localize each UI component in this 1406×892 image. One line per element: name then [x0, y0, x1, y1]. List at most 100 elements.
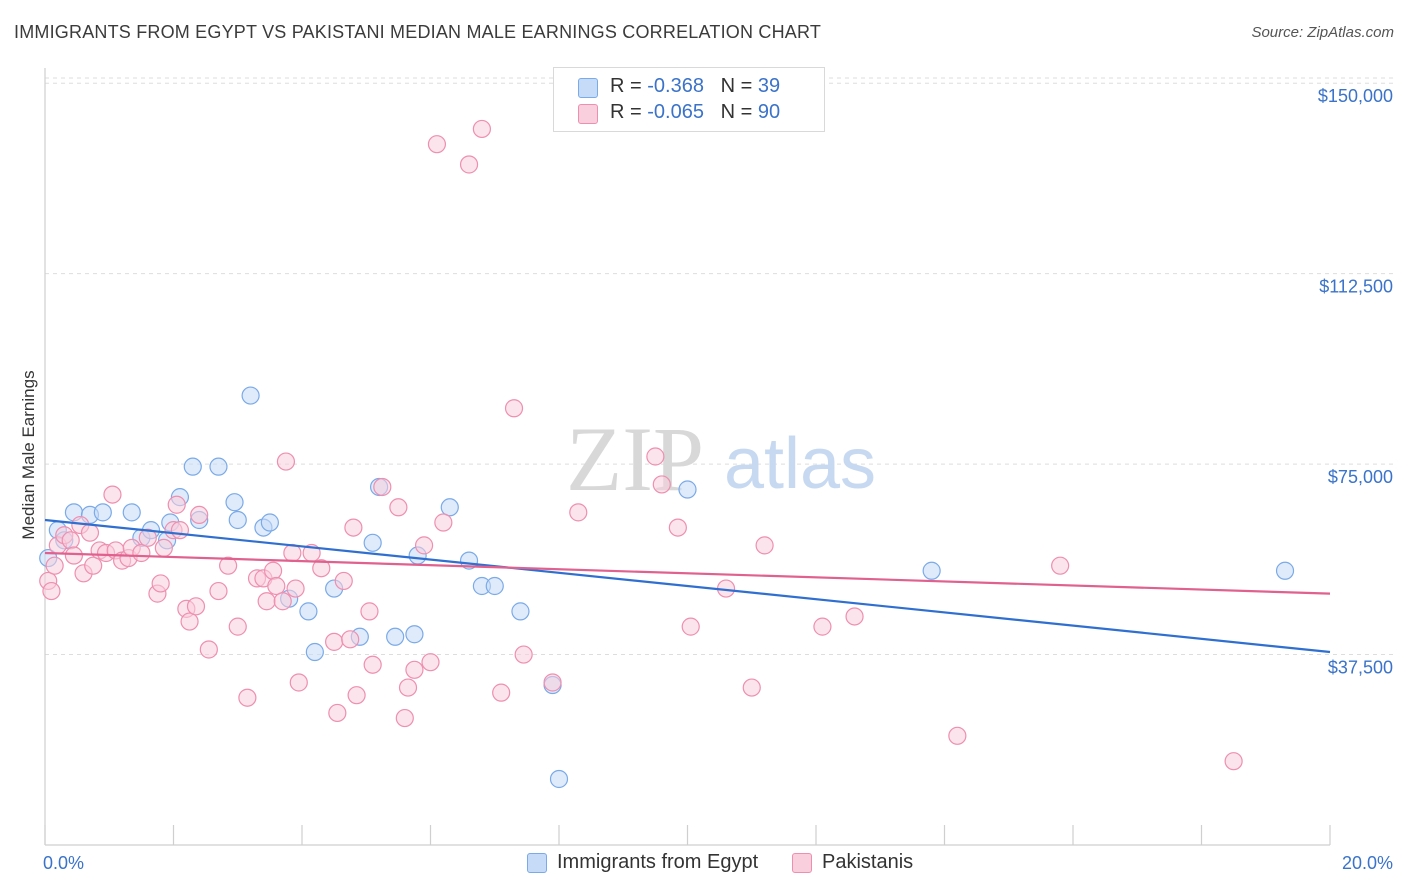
pakistani-point	[434, 513, 453, 532]
egypt-point	[549, 769, 569, 789]
correlation-legend: R = -0.368 N = 39 R = -0.065 N = 90	[553, 67, 825, 132]
legend-r-label: R =	[610, 75, 642, 97]
pakistani-point	[427, 135, 447, 154]
pakistani-point	[360, 602, 379, 621]
pakistani-point	[286, 579, 305, 598]
pakistani-point	[681, 617, 700, 636]
pakistani-point	[492, 683, 511, 702]
pakistani-point	[263, 561, 283, 580]
source-label: Source: ZipAtlas.com	[1251, 24, 1394, 41]
pakistani-point	[199, 640, 218, 659]
chart-title: IMMIGRANTS FROM EGYPT VS PAKISTANI MEDIA…	[14, 22, 822, 42]
egypt-point	[440, 498, 459, 517]
pakistani-point	[398, 678, 418, 697]
legend-n-value: 90	[757, 101, 781, 123]
pakistani-point	[1051, 556, 1070, 575]
pakistani-point	[289, 673, 308, 692]
egypt-point	[209, 457, 228, 476]
pakistani-point	[405, 660, 424, 679]
pakistani-point	[190, 505, 209, 525]
egypt-point	[241, 386, 260, 405]
pakistani-point	[646, 447, 665, 466]
pakistani-point	[154, 538, 173, 558]
bottom-legend-label-pakistani: Pakistanis	[822, 851, 914, 873]
egypt-point	[485, 576, 504, 596]
pakistani-point	[414, 536, 434, 555]
pakistani-point	[167, 495, 186, 514]
egypt-point	[511, 602, 530, 621]
pakistani-point	[180, 612, 199, 631]
pakistani-point	[334, 571, 353, 591]
pakistani-point	[103, 485, 122, 504]
pakistani-point	[312, 559, 331, 578]
pakistani-point	[1224, 752, 1243, 771]
pakistani-point	[219, 556, 238, 575]
pakistani-point	[755, 536, 774, 555]
pakistani-trend-line	[44, 551, 1331, 595]
y-axis-label: Median Male Earnings	[19, 370, 38, 539]
pakistani-point	[80, 523, 100, 542]
egypt-point	[305, 642, 324, 662]
legend-n-value: 39	[757, 75, 781, 97]
pakistani-point	[569, 503, 588, 522]
pakistani-point	[472, 119, 491, 139]
legend-n-label: N =	[720, 101, 753, 123]
legend-r-label: R =	[610, 101, 642, 123]
pakistani-point	[421, 653, 440, 672]
egypt-point	[363, 533, 382, 552]
pakistani-point	[363, 655, 382, 674]
pakistani-point	[668, 518, 687, 537]
egypt-point	[678, 480, 697, 499]
series-egypt-points	[39, 386, 1295, 789]
y-tick-label: $75,000	[1328, 467, 1393, 487]
pakistani-point	[170, 521, 190, 540]
pakistani-point	[652, 475, 671, 494]
tick-labels: $37,500 $75,000 $112,500 $150,000 0.0% 20.0%	[43, 86, 1393, 873]
x-tick-label: 0.0%	[43, 853, 84, 873]
pakistani-point	[948, 726, 967, 745]
pakistani-point	[84, 556, 103, 575]
pakistani-point	[151, 574, 170, 593]
legend-swatch-pakistani	[578, 104, 598, 124]
pakistani-point	[45, 556, 64, 575]
egypt-point	[386, 627, 405, 646]
pakistani-point	[328, 703, 347, 723]
pakistani-point	[395, 708, 414, 728]
pakistani-point	[514, 645, 533, 664]
egypt-point	[183, 457, 202, 476]
y-tick-label: $150,000	[1318, 86, 1393, 106]
trend-lines	[44, 518, 1331, 654]
pakistani-point	[238, 688, 257, 707]
pakistani-point	[459, 155, 479, 174]
x-tick-label: 20.0%	[1342, 853, 1393, 873]
pakistani-point	[504, 399, 524, 418]
watermark: ZIP atlas	[566, 408, 876, 510]
pakistani-point	[209, 581, 228, 601]
pakistani-point	[273, 592, 292, 611]
egypt-point	[93, 503, 112, 522]
pakistani-point	[132, 543, 151, 563]
pakistani-point	[42, 581, 61, 601]
legend-swatch-egypt	[578, 78, 598, 98]
pakistani-point	[257, 592, 276, 611]
y-tick-label: $112,500	[1319, 277, 1393, 297]
pakistani-point	[347, 686, 366, 705]
bottom-legend-swatch-egypt	[527, 853, 547, 873]
pakistani-point	[325, 632, 344, 651]
pakistani-point	[543, 673, 562, 692]
watermark-atlas: atlas	[724, 424, 876, 504]
pakistani-point	[228, 617, 247, 636]
pakistani-point	[186, 597, 206, 616]
legend-n-label: N =	[720, 75, 753, 97]
axes	[44, 68, 1331, 846]
bottom-legend-label-egypt: Immigrants from Egypt	[557, 851, 759, 873]
egypt-point	[922, 561, 941, 580]
pakistani-point	[344, 518, 363, 537]
legend-r-value: -0.065	[647, 101, 704, 123]
pakistani-point	[341, 630, 360, 649]
egypt-point	[228, 510, 247, 530]
egypt-point	[405, 625, 424, 644]
egypt-point	[299, 602, 318, 621]
pakistani-point	[267, 576, 286, 596]
